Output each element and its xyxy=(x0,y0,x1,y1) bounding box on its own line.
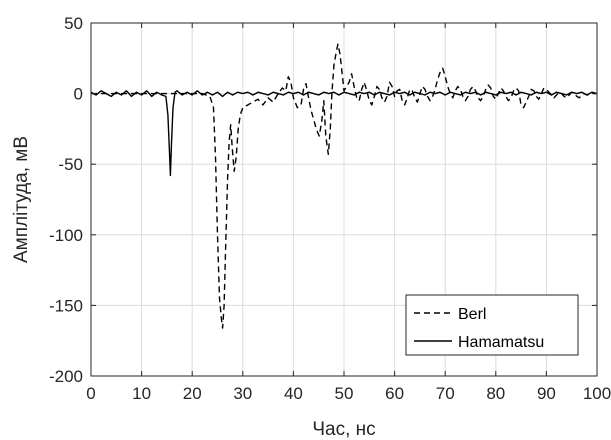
series-group xyxy=(90,43,598,329)
x-tick-label: 10 xyxy=(132,384,151,403)
x-tick-label: 100 xyxy=(583,384,611,403)
x-tick-label: 50 xyxy=(335,384,354,403)
y-tick-label: 50 xyxy=(64,14,83,33)
tick-labels: 0 10 20 30 40 50 60 70 80 90 100 50 0 -50 -100 -150 -200 xyxy=(49,14,611,403)
legend-box xyxy=(405,294,579,356)
x-tick-label: 90 xyxy=(537,384,556,403)
x-tick-label: 70 xyxy=(436,384,455,403)
x-tick-label: 40 xyxy=(284,384,303,403)
y-tick-label: -50 xyxy=(58,155,83,174)
x-axis-label: Час, нс xyxy=(312,419,375,440)
y-tick-label: -200 xyxy=(49,367,83,386)
series-line-hamamatsu xyxy=(90,90,598,177)
legend: Berl Hamamatsu xyxy=(405,294,579,356)
y-tick-label: -150 xyxy=(49,296,83,315)
legend-label-berl: Berl xyxy=(458,306,486,323)
x-tick-label: 20 xyxy=(183,384,202,403)
x-tick-label: 30 xyxy=(233,384,252,403)
y-tick-label: 0 xyxy=(74,85,83,104)
y-tick-label: -100 xyxy=(49,226,83,245)
x-tick-label: 80 xyxy=(486,384,505,403)
legend-label-hamamatsu: Hamamatsu xyxy=(458,334,544,351)
y-axis-label: Амплітуда, мВ xyxy=(11,136,32,263)
tick-marks xyxy=(90,22,598,377)
x-tick-label: 0 xyxy=(86,384,95,403)
x-tick-label: 60 xyxy=(385,384,404,403)
